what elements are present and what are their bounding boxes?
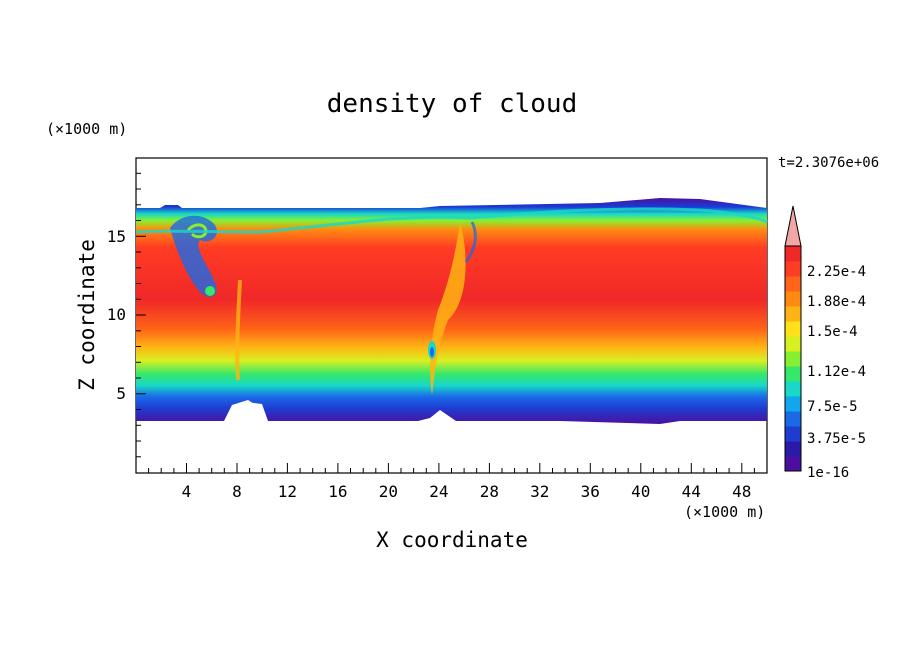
colorbar-block [785,291,801,307]
axis-ticks [136,172,755,473]
colorbar-block [785,351,801,367]
colorbar-label: 3.75e-5 [807,431,866,447]
plot-area [135,157,768,474]
x-tick-label: 4 [182,482,192,501]
colorbar-blocks [785,246,801,472]
x-tick-label: 28 [480,482,499,501]
x-unit-label: (×1000 m) [684,503,765,521]
colorbar-label: 1e-16 [807,465,849,481]
y-tick-label: 15 [107,227,126,246]
colorbar-label: 1.5e-4 [807,324,858,340]
y-axis-label: Z coordinate [75,239,99,391]
x-tick-label: 44 [682,482,701,501]
colorbar-block [785,306,801,322]
colorbar-block [785,261,801,277]
colorbar-label: 7.5e-5 [807,399,858,415]
time-label: t=2.3076e+06 [778,155,879,171]
colorbar-block [785,321,801,337]
chart-title: density of cloud [327,89,577,119]
x-tick-label: 20 [379,482,398,501]
y-tick-label: 10 [107,305,126,324]
colorbar-block [785,276,801,292]
x-tick-label: 48 [732,482,751,501]
colorbar-block [785,426,801,442]
y-tick-labels: 5 10 15 [107,227,126,403]
colorbar-block [785,381,801,397]
x-tick-label: 12 [278,482,297,501]
x-tick-label: 32 [530,482,549,501]
colorbar-label: 1.12e-4 [807,364,866,380]
x-tick-label: 16 [328,482,347,501]
updraft-center [430,222,466,395]
x-axis-label: X coordinate [376,528,528,552]
y-unit-label: (×1000 m) [46,120,127,138]
cloud-gap [240,402,268,421]
colorbar-label: 1.88e-4 [807,294,866,310]
colorbar-block [785,456,801,472]
y-tick-label: 5 [116,384,126,403]
x-tick-label: 36 [581,482,600,501]
colorbar-block [785,441,801,457]
colorbar-block [785,336,801,352]
colorbar-block [785,396,801,412]
colorbar-block [785,366,801,382]
colorbar-block [785,411,801,427]
x-tick-label: 8 [232,482,242,501]
colorbar: 2.25e-4 1.88e-4 1.5e-4 1.12e-4 7.5e-5 3.… [784,205,866,481]
colorbar-block [785,246,801,262]
colorbar-extend-arrow [784,205,802,247]
x-tick-labels: 4 8 12 16 20 24 28 32 36 40 44 48 [182,482,752,501]
x-tick-label: 40 [631,482,650,501]
colorbar-label: 2.25e-4 [807,264,866,280]
x-tick-label: 24 [429,482,448,501]
